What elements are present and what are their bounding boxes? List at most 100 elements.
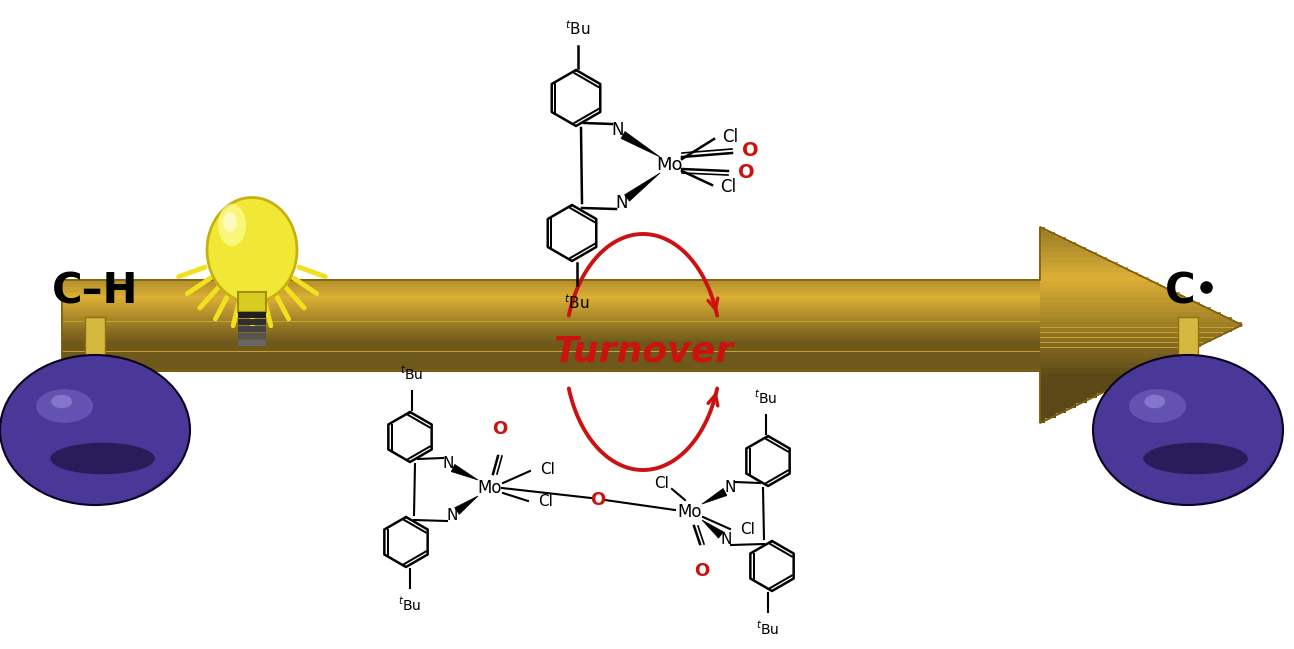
Ellipse shape <box>65 406 180 497</box>
Bar <box>238 292 267 312</box>
Ellipse shape <box>22 373 176 495</box>
Ellipse shape <box>223 212 237 232</box>
Text: $^t$Bu: $^t$Bu <box>399 596 422 613</box>
Ellipse shape <box>1126 381 1271 495</box>
Bar <box>1040 292 1180 297</box>
Text: Mo: Mo <box>657 156 683 174</box>
Text: Mo: Mo <box>678 503 703 521</box>
Ellipse shape <box>1144 395 1272 496</box>
Bar <box>1040 297 1190 302</box>
Text: $^t$Bu: $^t$Bu <box>754 389 778 407</box>
Bar <box>62 289 1040 291</box>
Bar <box>1040 308 1211 312</box>
Text: O: O <box>741 141 758 160</box>
Text: C–H: C–H <box>52 271 138 313</box>
Bar <box>62 340 1040 342</box>
Bar <box>62 291 1040 294</box>
Bar <box>62 324 1040 326</box>
Ellipse shape <box>17 369 176 494</box>
Ellipse shape <box>43 389 179 496</box>
Text: O: O <box>590 491 606 509</box>
Ellipse shape <box>52 395 179 496</box>
Ellipse shape <box>1134 387 1271 495</box>
Bar <box>62 358 1040 361</box>
Bar <box>62 310 1040 312</box>
Bar <box>1178 317 1198 355</box>
Bar <box>62 280 1040 282</box>
Text: N: N <box>725 480 736 495</box>
Polygon shape <box>62 227 1242 423</box>
Bar <box>62 326 1040 328</box>
Bar <box>238 340 267 346</box>
Bar <box>1040 302 1201 307</box>
Bar <box>238 312 267 318</box>
Bar <box>1040 317 1232 323</box>
Bar <box>1040 312 1222 317</box>
Text: Cl: Cl <box>719 178 736 196</box>
Bar <box>1040 252 1097 257</box>
Bar <box>62 345 1040 347</box>
Bar <box>62 354 1040 356</box>
Polygon shape <box>703 520 723 538</box>
Bar <box>62 363 1040 365</box>
Text: Cl: Cl <box>740 522 754 537</box>
Bar <box>1040 328 1232 332</box>
Bar <box>62 368 1040 370</box>
Text: $^t$Bu: $^t$Bu <box>564 293 590 312</box>
Bar <box>1040 408 1066 413</box>
Bar <box>1040 337 1211 343</box>
Bar <box>1040 383 1118 387</box>
Polygon shape <box>452 465 477 480</box>
Ellipse shape <box>54 397 179 496</box>
Bar <box>62 331 1040 333</box>
Ellipse shape <box>62 404 180 496</box>
Text: Mo: Mo <box>477 479 502 497</box>
Bar <box>1040 418 1046 423</box>
Ellipse shape <box>40 387 177 495</box>
Ellipse shape <box>57 400 179 496</box>
Bar <box>1040 398 1087 403</box>
Ellipse shape <box>1144 443 1247 474</box>
Ellipse shape <box>217 204 246 246</box>
Bar <box>62 294 1040 296</box>
Bar <box>1040 282 1159 287</box>
Bar <box>1040 323 1242 327</box>
Ellipse shape <box>207 197 298 302</box>
Ellipse shape <box>1123 379 1269 495</box>
Bar <box>1040 358 1170 363</box>
Ellipse shape <box>1149 400 1272 496</box>
Ellipse shape <box>25 374 176 495</box>
Ellipse shape <box>1146 397 1272 496</box>
Text: N: N <box>612 121 624 139</box>
Bar <box>62 319 1040 321</box>
Bar <box>62 315 1040 317</box>
Bar <box>1040 232 1056 237</box>
Text: Cl: Cl <box>722 128 738 146</box>
Bar <box>62 321 1040 324</box>
Bar <box>62 312 1040 315</box>
Text: Turnover: Turnover <box>553 335 734 369</box>
Text: O: O <box>493 420 507 438</box>
Ellipse shape <box>1139 391 1271 496</box>
Bar <box>62 303 1040 305</box>
Ellipse shape <box>14 366 176 494</box>
Text: C: C <box>1165 271 1196 313</box>
Text: N: N <box>721 532 731 548</box>
Ellipse shape <box>45 391 179 496</box>
Ellipse shape <box>52 395 72 408</box>
Bar <box>1040 378 1128 383</box>
Bar <box>1040 352 1180 358</box>
Bar <box>62 365 1040 367</box>
Polygon shape <box>621 132 660 157</box>
Bar <box>1040 262 1118 267</box>
Bar <box>62 361 1040 363</box>
Bar <box>1040 242 1077 247</box>
Bar <box>62 347 1040 349</box>
Ellipse shape <box>1131 385 1271 495</box>
Ellipse shape <box>1152 402 1272 496</box>
Ellipse shape <box>1118 374 1269 495</box>
Bar <box>1040 363 1159 367</box>
Bar <box>62 308 1040 310</box>
Bar <box>62 296 1040 299</box>
Ellipse shape <box>38 385 177 495</box>
